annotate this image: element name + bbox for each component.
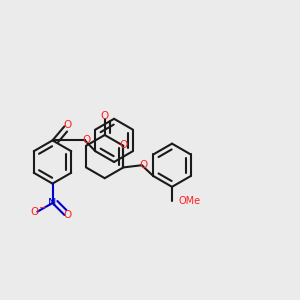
Text: O: O [139, 160, 147, 170]
Text: OMe: OMe [178, 196, 201, 206]
Text: N: N [48, 198, 57, 208]
Text: O: O [63, 120, 71, 130]
Text: O: O [100, 111, 109, 122]
Text: O: O [30, 207, 38, 217]
Text: O: O [119, 140, 128, 150]
Text: −: − [38, 203, 46, 212]
Text: O: O [63, 210, 71, 220]
Text: O: O [82, 135, 90, 145]
